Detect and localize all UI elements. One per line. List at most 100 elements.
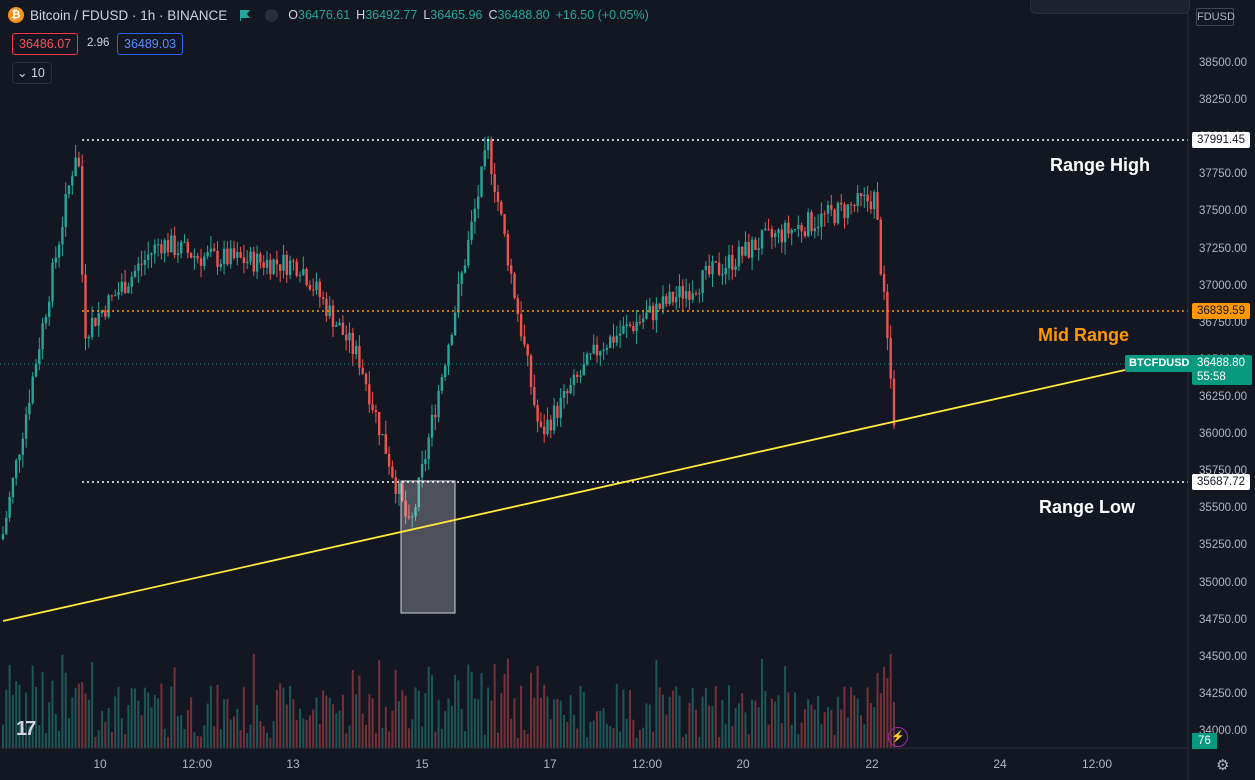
candle-body xyxy=(774,233,777,238)
candle-body xyxy=(483,150,486,167)
volume-bar xyxy=(35,687,37,748)
candle-body xyxy=(470,221,473,240)
candle-body xyxy=(206,252,209,257)
price-axis-label: 34500.00 xyxy=(1199,650,1247,663)
volume-bar xyxy=(117,686,120,748)
volume-bar xyxy=(780,723,783,748)
candle-body xyxy=(387,453,391,467)
candle-body xyxy=(661,296,665,309)
flag-icon[interactable] xyxy=(239,9,251,21)
candle-body xyxy=(262,262,265,268)
volume-bar xyxy=(487,687,490,748)
candle-body xyxy=(166,240,170,253)
candle-body xyxy=(866,194,869,202)
currency-label[interactable]: FDUSD xyxy=(1196,8,1235,26)
volume-bar xyxy=(54,713,57,748)
market-status-icon[interactable] xyxy=(265,8,279,22)
volume-bar xyxy=(318,723,321,748)
volume-bar xyxy=(704,688,707,748)
volume-bar xyxy=(431,675,433,748)
volume-bar xyxy=(130,688,133,748)
candle-body xyxy=(378,412,381,436)
candle-body xyxy=(216,250,219,267)
volume-bar xyxy=(526,734,529,748)
volume-bar xyxy=(764,690,767,748)
volume-bar xyxy=(846,717,849,748)
volume-bar xyxy=(338,710,341,748)
volume-bar xyxy=(378,660,381,748)
candle-body xyxy=(325,298,328,317)
candle-body xyxy=(572,374,576,385)
candle-body xyxy=(302,269,305,275)
candle-body xyxy=(364,373,368,385)
volume-bar xyxy=(678,695,681,748)
candle-body xyxy=(496,191,500,202)
volume-bar xyxy=(827,707,829,748)
volume-bar xyxy=(543,684,546,748)
bar-countdown: 55:58 xyxy=(1197,371,1226,383)
candle-body xyxy=(704,265,708,271)
candle-body xyxy=(486,139,490,151)
volume-bar xyxy=(539,697,542,748)
volume-bar xyxy=(797,734,800,748)
volume-bar xyxy=(605,723,608,748)
candle-body xyxy=(741,246,744,256)
candle-body xyxy=(117,291,120,296)
volume-bar xyxy=(450,705,453,748)
volume-bar xyxy=(411,719,414,748)
candle-body xyxy=(81,166,84,275)
range-low-annotation: Range Low xyxy=(1039,497,1136,517)
candle-body xyxy=(447,344,450,366)
volume-bar xyxy=(289,685,292,748)
candle-body xyxy=(493,174,496,192)
sell-price-button[interactable]: 36486.07 xyxy=(12,33,79,55)
time-axis-label: 10 xyxy=(93,757,107,771)
volume-bar xyxy=(259,721,262,748)
highlight-box xyxy=(400,480,456,614)
volume-bar xyxy=(421,726,424,748)
candle-body xyxy=(599,351,602,356)
volume-indicator-toggle[interactable]: ⌄ 10 xyxy=(12,62,52,84)
candle-body xyxy=(381,434,384,436)
volume-bar xyxy=(843,686,846,748)
volume-bar xyxy=(866,687,869,748)
volume-bar xyxy=(358,675,361,748)
candle-body xyxy=(589,353,592,355)
volume-bar xyxy=(761,658,763,748)
candle-body xyxy=(783,222,787,243)
volume-bar xyxy=(820,724,823,748)
trendline[interactable] xyxy=(2,369,1126,622)
gear-icon[interactable]: ⚙ xyxy=(1216,757,1230,774)
volume-bar xyxy=(790,724,793,748)
volume-bar xyxy=(249,724,252,748)
buy-price-button[interactable]: 36489.03 xyxy=(117,33,184,55)
candle-body xyxy=(87,336,90,339)
volume-bar xyxy=(711,706,714,748)
candle-body xyxy=(279,264,282,271)
volume-bar xyxy=(262,726,265,748)
volume-bar xyxy=(810,704,813,748)
volume-bar xyxy=(282,687,285,748)
volume-bar xyxy=(193,732,196,748)
volume-bar xyxy=(107,707,110,748)
volume-bar xyxy=(384,706,387,748)
volume-bar xyxy=(25,692,28,748)
price-axis-label: 36250.00 xyxy=(1199,391,1247,403)
volume-bar xyxy=(688,703,691,748)
candle-body xyxy=(457,284,460,313)
candle-body xyxy=(609,336,612,348)
change-value: +16.50 (+0.05%) xyxy=(555,8,649,22)
lightning-icon[interactable]: ⚡ xyxy=(888,727,908,747)
candle-body xyxy=(394,477,397,494)
candle-body xyxy=(94,317,97,326)
candle-body xyxy=(757,248,760,250)
symbol-title[interactable]: Bitcoin / FDUSD · 1h · BINANCE xyxy=(30,7,228,23)
candle-body xyxy=(595,344,599,356)
candle-body xyxy=(780,229,783,243)
candle-body xyxy=(15,460,18,478)
candle-body xyxy=(879,219,882,275)
volume-bar xyxy=(520,685,523,748)
volume-bar xyxy=(823,712,826,748)
volume-bar xyxy=(206,703,209,748)
